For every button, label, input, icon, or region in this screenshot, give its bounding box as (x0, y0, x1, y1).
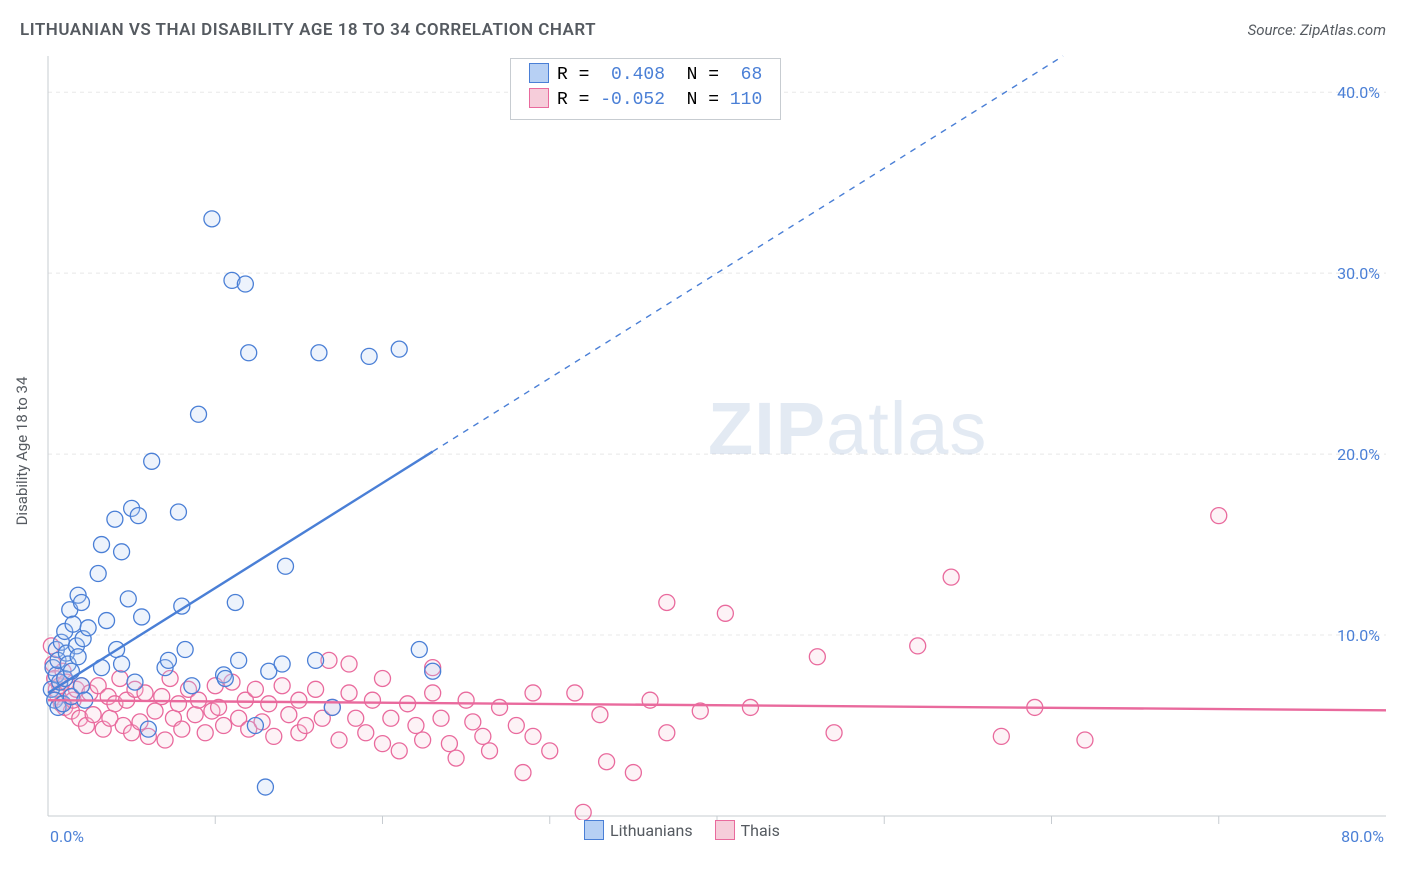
svg-text:0.0%: 0.0% (50, 827, 84, 846)
legend-item: Lithuanians (584, 820, 693, 840)
svg-text:20.0%: 20.0% (1337, 445, 1380, 464)
chart-source: Source: ZipAtlas.com (1248, 21, 1386, 39)
title-row: LITHUANIAN VS THAI DISABILITY AGE 18 TO … (20, 20, 1386, 40)
stat-swatch (529, 88, 549, 108)
y-axis-label: Disability Age 18 to 34 (13, 377, 31, 526)
legend-label: Thais (741, 821, 780, 840)
gridlines (48, 92, 1386, 824)
legend-item: Thais (715, 820, 780, 840)
svg-text:10.0%: 10.0% (1337, 626, 1380, 645)
svg-text:80.0%: 80.0% (1341, 827, 1384, 846)
stat-n-value: 68 (730, 65, 762, 85)
plot-area: Disability Age 18 to 34 10.0%20.0%30.0%4… (48, 56, 1386, 846)
stat-n-label: N = (665, 65, 730, 85)
stat-r-value: -0.052 (600, 90, 665, 110)
stat-n-value: 110 (730, 90, 762, 110)
stat-n-label: N = (665, 90, 730, 110)
legend-bottom: Lithuanians Thais (578, 820, 786, 840)
stat-r-label: R = (557, 90, 600, 110)
stat-box: R = 0.408 N = 68R = -0.052 N = 110 (510, 58, 781, 120)
stat-row: R = 0.408 N = 68 (529, 63, 762, 88)
stat-r-value: 0.408 (600, 65, 665, 85)
chart-container: LITHUANIAN VS THAI DISABILITY AGE 18 TO … (0, 0, 1406, 892)
stat-swatch (529, 63, 549, 83)
stat-r-label: R = (557, 65, 600, 85)
legend-swatch (584, 820, 604, 840)
svg-text:30.0%: 30.0% (1337, 264, 1380, 283)
chart-svg: 10.0% 20.0% 30.0% 40.0% 0.0% 80.0% (48, 56, 1386, 846)
legend-label: Lithuanians (610, 821, 693, 840)
svg-text:40.0%: 40.0% (1337, 83, 1380, 102)
scatter-thais (43, 508, 1226, 821)
legend-swatch (715, 820, 735, 840)
stat-row: R = -0.052 N = 110 (529, 88, 762, 113)
chart-title: LITHUANIAN VS THAI DISABILITY AGE 18 TO … (20, 20, 596, 40)
